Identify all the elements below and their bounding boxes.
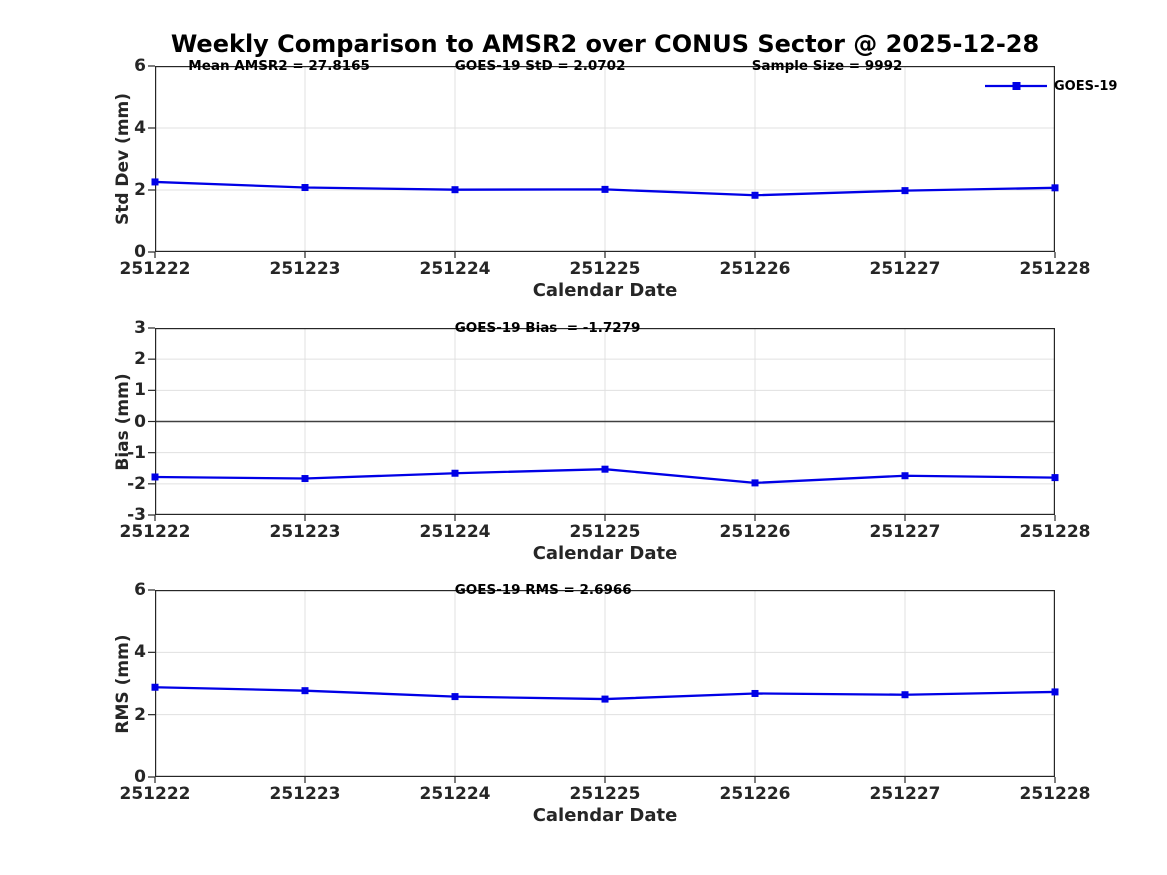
data-point-marker: [901, 472, 909, 480]
x-tick-label: 251223: [269, 522, 341, 542]
data-point-marker: [601, 695, 609, 703]
axes-frame: [155, 328, 1055, 516]
stat-annotation: Sample Size = 9992: [751, 58, 903, 74]
y-tick-label: 3: [134, 318, 146, 338]
data-point-marker: [751, 689, 759, 697]
y-tick-label: 0: [134, 242, 146, 262]
x-tick-label: 251225: [569, 522, 641, 542]
data-point-marker: [451, 469, 459, 477]
data-point-marker: [151, 683, 159, 691]
data-point-marker: [601, 185, 609, 193]
data-point-marker: [751, 479, 759, 487]
plot-area: [148, 327, 1059, 521]
legend-marker: [1012, 82, 1021, 90]
data-point-marker: [451, 693, 459, 701]
figure-title: Weekly Comparison to AMSR2 over CONUS Se…: [170, 30, 1040, 58]
x-tick-label: 251222: [119, 784, 191, 804]
y-tick-label: 1: [134, 380, 146, 401]
data-point-marker: [301, 475, 309, 483]
data-point-marker: [751, 191, 759, 199]
y-tick-label: 6: [134, 580, 146, 600]
y-tick-label: -2: [127, 473, 146, 494]
x-tick-label: 251224: [419, 784, 491, 804]
x-tick-label: 251228: [1019, 522, 1091, 542]
x-tick-label: 251225: [569, 259, 641, 279]
x-tick-label: 251228: [1019, 259, 1091, 279]
legend: GOES-19: [985, 78, 1117, 94]
x-tick-label: 251228: [1019, 784, 1091, 804]
plot-area: [148, 65, 1059, 258]
data-point-marker: [1051, 184, 1059, 192]
data-point-marker: [451, 186, 459, 194]
x-axis-label: Calendar Date: [532, 805, 678, 826]
y-tick-label: 6: [134, 56, 146, 76]
stat-annotation: Mean AMSR2 = 27.8165: [188, 58, 370, 74]
x-tick-label: 251226: [719, 784, 791, 804]
data-point-marker: [1051, 688, 1059, 696]
x-axis-label: Calendar Date: [532, 543, 678, 564]
y-tick-label: 0: [134, 767, 146, 787]
x-tick-label: 251226: [719, 522, 791, 542]
stat-annotation: GOES-19 RMS = 2.6966: [454, 582, 632, 598]
x-tick-label: 251223: [269, 259, 341, 279]
data-point-marker: [901, 691, 909, 699]
x-tick-label: 251223: [269, 784, 341, 804]
x-axis-label: Calendar Date: [532, 280, 678, 301]
y-tick-label: -3: [127, 505, 146, 525]
y-tick-label: 4: [134, 118, 146, 138]
y-axis-label: Std Dev (mm): [113, 92, 133, 226]
data-point-marker: [151, 178, 159, 186]
data-point-marker: [901, 187, 909, 195]
x-tick-label: 251227: [869, 784, 941, 804]
plot-area: [148, 589, 1059, 783]
stat-annotation: GOES-19 StD = 2.0702: [454, 58, 626, 74]
data-point-marker: [301, 687, 309, 695]
legend-line-sample: [985, 82, 1047, 90]
x-tick-label: 251227: [869, 259, 941, 279]
y-tick-label: 2: [134, 180, 146, 200]
y-tick-label: 2: [134, 349, 146, 370]
x-tick-label: 251225: [569, 784, 641, 804]
x-tick-label: 251224: [419, 259, 491, 279]
x-tick-label: 251222: [119, 259, 191, 279]
data-point-marker: [1051, 474, 1059, 482]
x-tick-label: 251227: [869, 522, 941, 542]
y-tick-label: -1: [127, 442, 146, 463]
axes-frame: [155, 590, 1055, 778]
legend-label: GOES-19: [1054, 78, 1118, 94]
data-point-marker: [601, 465, 609, 473]
x-tick-label: 251222: [119, 522, 191, 542]
x-tick-label: 251226: [719, 259, 791, 279]
stat-annotation: GOES-19 Bias = -1.7279: [454, 320, 641, 336]
y-tick-label: 4: [134, 642, 146, 663]
x-tick-label: 251224: [419, 522, 491, 542]
data-point-marker: [301, 184, 309, 192]
axes-frame: [155, 66, 1055, 253]
y-tick-label: 2: [134, 704, 146, 725]
data-point-marker: [151, 473, 159, 481]
y-tick-label: 0: [134, 411, 146, 432]
